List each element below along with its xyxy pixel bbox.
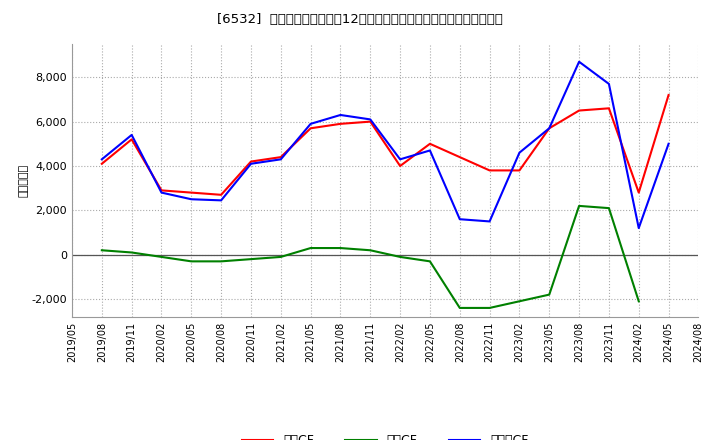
投資CF xyxy=(456,305,464,311)
フリーCF xyxy=(247,161,256,166)
フリーCF xyxy=(456,216,464,222)
営業CF xyxy=(426,141,434,147)
営業CF xyxy=(336,121,345,126)
営業CF xyxy=(515,168,523,173)
投資CF xyxy=(426,259,434,264)
フリーCF xyxy=(545,126,554,131)
投資CF xyxy=(127,250,136,255)
フリーCF xyxy=(217,198,225,203)
営業CF xyxy=(306,126,315,131)
営業CF xyxy=(157,188,166,193)
営業CF xyxy=(485,168,494,173)
投資CF xyxy=(276,254,285,260)
Line: 営業CF: 営業CF xyxy=(102,95,669,195)
Legend: 営業CF, 投資CF, フリーCF: 営業CF, 投資CF, フリーCF xyxy=(237,429,534,440)
Text: [6532]  キャッシュフローの12か月移動合計の対前年同期増減額の推移: [6532] キャッシュフローの12か月移動合計の対前年同期増減額の推移 xyxy=(217,13,503,26)
Line: 投資CF: 投資CF xyxy=(102,206,639,308)
営業CF xyxy=(247,159,256,164)
投資CF xyxy=(97,248,106,253)
Y-axis label: （百万円）: （百万円） xyxy=(19,164,29,197)
フリーCF xyxy=(605,81,613,87)
フリーCF xyxy=(127,132,136,138)
フリーCF xyxy=(575,59,583,64)
投資CF xyxy=(545,292,554,297)
投資CF xyxy=(515,299,523,304)
フリーCF xyxy=(306,121,315,126)
営業CF xyxy=(276,154,285,160)
フリーCF xyxy=(187,197,196,202)
投資CF xyxy=(306,246,315,251)
フリーCF xyxy=(485,219,494,224)
フリーCF xyxy=(97,157,106,162)
営業CF xyxy=(187,190,196,195)
フリーCF xyxy=(634,225,643,231)
投資CF xyxy=(485,305,494,311)
営業CF xyxy=(605,106,613,111)
Line: フリーCF: フリーCF xyxy=(102,62,669,228)
投資CF xyxy=(366,248,374,253)
フリーCF xyxy=(515,150,523,155)
営業CF xyxy=(665,92,673,98)
営業CF xyxy=(366,119,374,124)
営業CF xyxy=(396,163,405,169)
フリーCF xyxy=(276,157,285,162)
投資CF xyxy=(396,254,405,260)
投資CF xyxy=(605,205,613,211)
営業CF xyxy=(545,126,554,131)
フリーCF xyxy=(366,117,374,122)
投資CF xyxy=(634,299,643,304)
投資CF xyxy=(187,259,196,264)
投資CF xyxy=(575,203,583,209)
営業CF xyxy=(575,108,583,113)
投資CF xyxy=(217,259,225,264)
フリーCF xyxy=(665,141,673,147)
営業CF xyxy=(97,161,106,166)
フリーCF xyxy=(336,112,345,117)
投資CF xyxy=(336,246,345,251)
営業CF xyxy=(127,137,136,142)
投資CF xyxy=(247,257,256,262)
フリーCF xyxy=(157,190,166,195)
営業CF xyxy=(217,192,225,198)
フリーCF xyxy=(426,148,434,153)
フリーCF xyxy=(396,157,405,162)
営業CF xyxy=(634,190,643,195)
投資CF xyxy=(157,254,166,260)
